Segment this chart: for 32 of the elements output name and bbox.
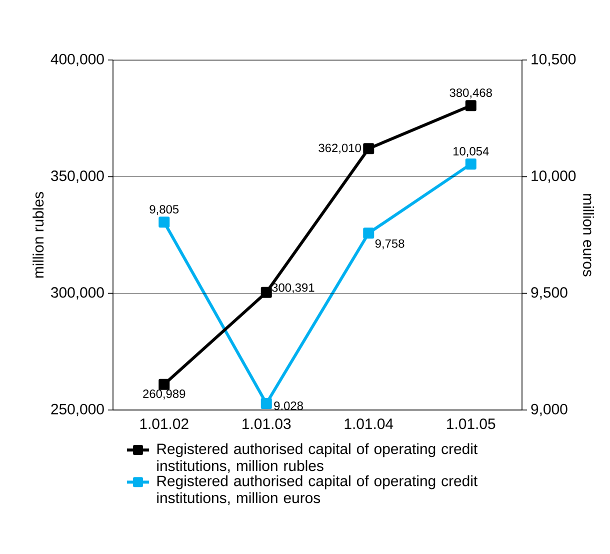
data-label: 362,010 xyxy=(318,144,361,154)
y2-tick-label: 9,500 xyxy=(531,287,568,300)
data-label: 9,758 xyxy=(375,239,404,250)
legend-label: Registered authorised capital of operating credit institutions, million euros xyxy=(157,475,478,505)
point xyxy=(158,378,170,390)
legend-label: Registered authorised capital of operating credit institutions, million rubles xyxy=(157,443,478,473)
x-tick-label: 1.01.04 xyxy=(344,418,394,430)
y-tick-label: 250,000 xyxy=(51,404,104,416)
x-tick-label: 1.01.03 xyxy=(242,418,291,430)
x-tick-label: 1.01.05 xyxy=(447,418,496,430)
point xyxy=(363,143,374,154)
data-label: 300,391 xyxy=(272,283,314,294)
point xyxy=(465,100,476,112)
y2-axis-title: million euros xyxy=(583,194,594,276)
data-label: 9,805 xyxy=(150,205,179,215)
data-label: 10,054 xyxy=(454,146,489,157)
x-tick-label: 1.01.02 xyxy=(140,418,188,430)
point xyxy=(158,216,170,228)
y-tick-label: 400,000 xyxy=(50,54,104,66)
data-label: 260,989 xyxy=(143,390,186,400)
point xyxy=(363,228,374,239)
y-tick-label: 350,000 xyxy=(51,170,104,183)
y2-tick-label: 9,000 xyxy=(531,404,568,416)
data-label: 9,028 xyxy=(274,402,303,412)
point xyxy=(465,158,476,170)
point xyxy=(260,286,272,298)
y2-tick-label: 10,500 xyxy=(532,54,576,66)
point xyxy=(260,398,272,409)
y-tick-label: 300,000 xyxy=(51,287,104,300)
data-label: 380,468 xyxy=(450,88,492,98)
y-axis-title: million rubles xyxy=(32,192,44,278)
y2-tick-label: 10,000 xyxy=(532,170,576,183)
